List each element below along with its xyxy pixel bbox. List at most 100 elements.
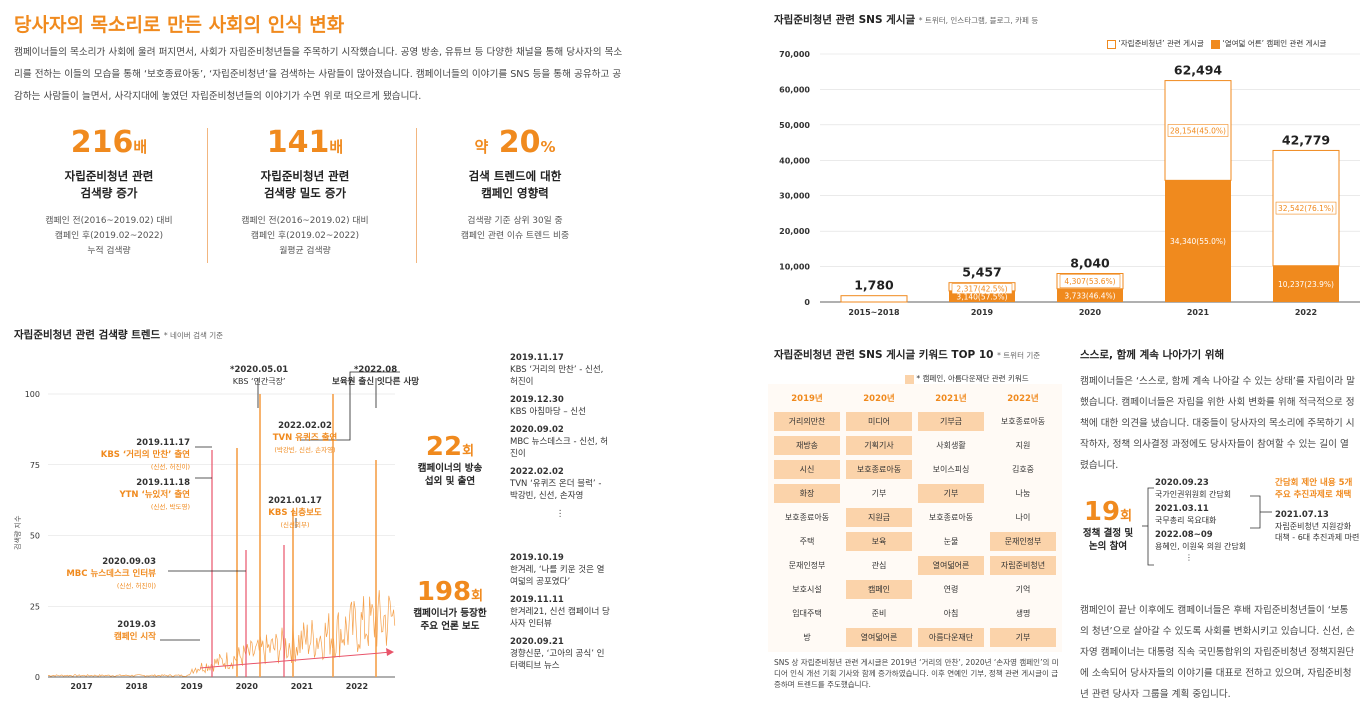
sns-bar-campaign bbox=[1273, 265, 1339, 302]
kw-cell: 사회생활 bbox=[936, 441, 966, 450]
sns-total-label: 8,040 bbox=[1070, 256, 1110, 271]
sns-total-label: 1,780 bbox=[854, 278, 894, 293]
kw-cell: 눈물 bbox=[943, 537, 959, 546]
kw-cell: 나눔 bbox=[1015, 489, 1031, 498]
sns-campaign-label: 3,140(57.5%) bbox=[956, 292, 1007, 301]
trend-arrow-head bbox=[386, 648, 394, 656]
stat-search-increase: 216배 자립준비청년 관련 검색량 증가 캠페인 전(2016~2019.02)… bbox=[45, 125, 173, 257]
kw-cell: 열여덟어른 bbox=[918, 556, 984, 575]
trend-title: 자립준비청년 관련 검색량 트렌드 * 네이버 검색 기준 bbox=[14, 329, 224, 341]
sns-bar-campaign bbox=[1165, 180, 1231, 302]
sns-xtick: 2022 bbox=[1295, 308, 1317, 317]
sns-campaign-label: 34,340(55.0%) bbox=[1170, 237, 1226, 246]
policy-count: 19회 정책 결정 및 논의 참여 bbox=[1082, 497, 1134, 552]
kw-cell: 보호종료아동 bbox=[846, 460, 912, 479]
kw-cell: 지원 bbox=[1015, 441, 1031, 450]
trend-ytick: 50 bbox=[30, 532, 40, 541]
stat-divider bbox=[207, 128, 208, 263]
trend-xtick: 2022 bbox=[346, 682, 368, 691]
policy-timeline: 2020.09.23 국가인권위원회 간담회 2021.03.11 국무총리 목요대… bbox=[1155, 478, 1247, 562]
kw-cell: 보호종료아동 bbox=[784, 513, 830, 522]
sns-xtick: 2015~2018 bbox=[848, 308, 900, 317]
sns-total-label: 62,494 bbox=[1174, 63, 1223, 78]
legend-swatch-campaign bbox=[1210, 39, 1220, 49]
sns-ytick: 10,000 bbox=[779, 263, 810, 272]
trend-series bbox=[47, 590, 396, 677]
kw-cell: 김호중 bbox=[1011, 465, 1035, 474]
trend-grid: 0 25 50 75 100 2017 2018 2019 2020 2021 2022 bbox=[25, 390, 395, 691]
keyword-legend: * 캠페인, 아름다운재단 관련 키워드 bbox=[905, 373, 1029, 384]
sns-general-label: 32,542(76.1%) bbox=[1278, 204, 1334, 213]
keyword-table-wrap: 2019년 2020년 2021년 2022년 거리의만찬 미디어 기부금 보호종료아… bbox=[768, 384, 1062, 652]
kw-cell: 열여덟어른 bbox=[846, 628, 912, 647]
trend-xtick: 2021 bbox=[291, 682, 314, 691]
sns-xtick: 2019 bbox=[971, 308, 994, 317]
kw-cell: 캠페인 bbox=[846, 580, 912, 599]
intro-text: 캠페이너들의 목소리가 사회에 울려 퍼지면서, 사회가 자립준비청년들을 주목… bbox=[14, 47, 623, 102]
kw-cell: 지원금 bbox=[846, 508, 912, 527]
sns-total-label: 5,457 bbox=[962, 265, 1002, 280]
kw-cell: 나이 bbox=[1015, 513, 1031, 522]
press-list: 2019.10.19 한겨레, ‘나를 키운 것은 열여덟의 공포였다’ 2019… bbox=[510, 553, 610, 671]
sns-general-label: 4,307(53.6%) bbox=[1064, 277, 1115, 286]
annotation-2022-08: *2022.08 보육원 출신 잇다른 사망 bbox=[332, 365, 420, 387]
kw-row: 화장 기부 기부 나눔 bbox=[774, 484, 1056, 503]
trend-xtick: 2017 bbox=[70, 682, 92, 691]
kw-row: 주택 보육 눈물 문재인정부 bbox=[774, 532, 1056, 551]
sns-label-box bbox=[1167, 124, 1229, 137]
trend-xtick: 2020 bbox=[236, 682, 259, 691]
kw-cell: 재방송 bbox=[774, 436, 840, 455]
sns-ytick: 40,000 bbox=[779, 156, 810, 165]
trend-xtick: 2018 bbox=[125, 682, 148, 691]
kw-cell: 기부금 bbox=[918, 412, 984, 431]
sns-bar-campaign bbox=[1057, 288, 1123, 302]
sns-ytick: 70,000 bbox=[779, 50, 810, 59]
kw-row: 거리의만찬 미디어 기부금 보호종료아동 bbox=[774, 412, 1056, 431]
kw-cell: 기부 bbox=[990, 628, 1056, 647]
sns-ytick: 0 bbox=[804, 298, 810, 307]
trend-ytick: 75 bbox=[30, 461, 40, 470]
sns-ytick: 30,000 bbox=[779, 192, 810, 201]
trend-ytick: 100 bbox=[25, 390, 40, 399]
kw-cell: 기획기사 bbox=[846, 436, 912, 455]
kw-row: 재방송 기획기사 사회생활 지원 bbox=[774, 436, 1056, 455]
sns-ytick: 50,000 bbox=[779, 121, 810, 130]
trend-ytick: 25 bbox=[30, 602, 40, 611]
sns-label-box bbox=[1059, 274, 1121, 289]
sns-general-label: 28,154(45.0%) bbox=[1170, 126, 1226, 135]
kw-cell: 아침 bbox=[943, 609, 959, 618]
sns-xtick: 2020 bbox=[1079, 308, 1102, 317]
keyword-footnote: SNS 상 자립준비청년 관련 게시글은 2019년 ‘거리의 만찬’, 202… bbox=[774, 658, 1059, 689]
together-p1: 캠페이너들은 ‘스스로, 함께 계속 나아갈 수 있는 상태’를 자립이라 말했… bbox=[1080, 376, 1355, 471]
kw-cell: 보이스피싱 bbox=[932, 465, 970, 474]
kw-cell: 생명 bbox=[1015, 609, 1031, 618]
broadcast-count: 22회 캠페이너의 방송 섭외 및 출연 bbox=[417, 432, 483, 487]
trend-line bbox=[47, 590, 396, 677]
trend-ylabel: 검색량 지수 bbox=[13, 515, 22, 550]
legend-swatch-general bbox=[1107, 39, 1116, 49]
sns-label-box bbox=[951, 283, 1013, 294]
leader-line bbox=[300, 371, 400, 441]
kw-cell: 문재인정부 bbox=[788, 561, 826, 570]
page-title: 당사자의 목소리로 만든 사회의 인식 변화 bbox=[14, 14, 345, 36]
kw-cell: 방 bbox=[803, 633, 811, 642]
annotation-campaign-start: 2019.03 캠페인 시작 bbox=[113, 620, 156, 642]
policy-result: 간담회 제안 내용 5개 주요 추진과제로 채택 2021.07.13 자립준비청… bbox=[1275, 478, 1360, 542]
kw-header: 2020년 bbox=[863, 394, 895, 404]
annotation-kbs-human: *2020.05.01 KBS ‘인간극장’ bbox=[230, 365, 289, 386]
kw-cell: 거리의만찬 bbox=[774, 412, 840, 431]
kw-cell: 시신 bbox=[774, 460, 840, 479]
kw-cell: 보호종료아동 bbox=[928, 513, 974, 522]
sns-campaign-label: 10,237(23.9%) bbox=[1278, 280, 1334, 289]
kw-cell: 보호종료아동 bbox=[1000, 417, 1046, 426]
kw-row: 문재인정부 관심 열여덟어른 자립준비청년 bbox=[774, 556, 1056, 575]
sns-general-label: 2,317(42.5%) bbox=[956, 285, 1007, 294]
kw-cell: 기부 bbox=[918, 484, 984, 503]
trend-arrow bbox=[199, 651, 393, 669]
keyword-title: 자립준비청년 관련 SNS 게시글 키워드 TOP 10 * 트위터 기준 bbox=[774, 349, 1041, 361]
sns-campaign-label: 3,733(46.4%) bbox=[1064, 291, 1115, 300]
sns-bar-chart: 0 10,000 20,000 30,000 40,000 50,000 60,000 70,… bbox=[779, 50, 1360, 317]
kw-cell: 화장 bbox=[774, 484, 840, 503]
press-count: 198회 캠페이너가 등장한 주요 언론 보도 bbox=[413, 577, 487, 632]
sns-bar-general bbox=[840, 295, 908, 303]
